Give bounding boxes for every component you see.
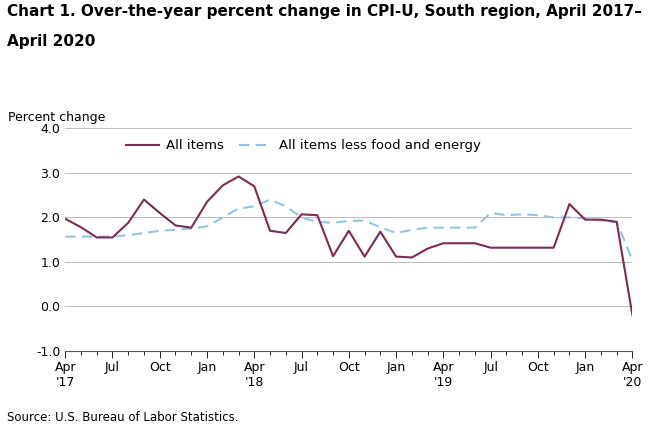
All items less food and energy [61,234,69,239]
All items less food and energy [550,215,557,220]
All items [503,245,511,250]
All items [266,228,274,233]
All items less food and energy [439,225,447,230]
All items less food and energy [534,213,542,218]
All items less food and energy [93,234,100,239]
All items [171,223,179,228]
All items [235,174,243,179]
Text: Chart 1. Over-the-year percent change in CPI-U, South region, April 2017–: Chart 1. Over-the-year percent change in… [7,4,642,19]
All items less food and energy [486,211,494,216]
All items [297,212,305,217]
All items less food and energy [424,225,432,230]
All items [471,241,479,246]
All items less food and energy [565,215,573,220]
All items [140,197,148,202]
All items [93,235,100,240]
All items [314,213,321,218]
All items [486,245,494,250]
All items less food and energy [156,228,164,233]
All items [187,225,195,230]
All items less food and energy [187,226,195,231]
All items [329,253,337,259]
All items less food and energy [597,218,605,223]
All items [250,184,258,189]
All items less food and energy [455,225,463,230]
All items less food and energy [77,234,85,239]
All items [424,246,432,251]
All items less food and energy [471,225,479,230]
All items [77,225,85,230]
All items less food and energy [140,230,148,235]
All items [455,241,463,246]
All items [392,254,400,259]
All items [565,202,573,207]
All items less food and energy [108,234,117,239]
All items [203,199,211,205]
All items [597,217,605,222]
All items less food and energy [613,219,621,224]
All items [219,183,227,188]
All items [156,211,164,216]
All items less food and energy [235,206,243,211]
All items less food and energy [219,215,227,220]
Text: April 2020: April 2020 [7,34,95,49]
All items less food and energy [297,215,305,220]
All items [108,235,117,240]
All items less food and energy [125,233,132,238]
All items less food and energy [582,216,589,221]
All items [408,255,416,260]
All items less food and energy [518,212,526,217]
All items [518,245,526,250]
All items less food and energy [282,204,289,209]
All items [582,217,589,222]
All items less food and energy [376,225,384,230]
All items less food and energy [266,197,274,202]
All items [439,241,447,246]
Text: Source: U.S. Bureau of Labor Statistics.: Source: U.S. Bureau of Labor Statistics. [7,411,238,424]
All items [125,220,132,225]
All items [345,228,353,233]
All items less food and energy [314,219,321,224]
All items [550,245,557,250]
All items less food and energy [250,204,258,209]
All items less food and energy [629,258,636,263]
All items less food and energy [203,224,211,229]
All items less food and energy [345,218,353,223]
All items [61,216,69,221]
All items [282,230,289,235]
Line: All items: All items [65,176,632,315]
All items [376,229,384,234]
All items less food and energy [361,218,368,223]
All items [534,245,542,250]
All items [629,313,636,318]
All items less food and energy [329,220,337,225]
All items less food and energy [392,230,400,235]
All items [361,254,368,259]
Line: All items less food and energy: All items less food and energy [65,199,632,260]
All items less food and energy [408,227,416,232]
All items less food and energy [171,227,179,232]
Text: Percent change: Percent change [8,111,106,124]
Legend: All items, All items less food and energy: All items, All items less food and energ… [126,140,481,152]
All items less food and energy [503,213,511,218]
All items [613,219,621,224]
